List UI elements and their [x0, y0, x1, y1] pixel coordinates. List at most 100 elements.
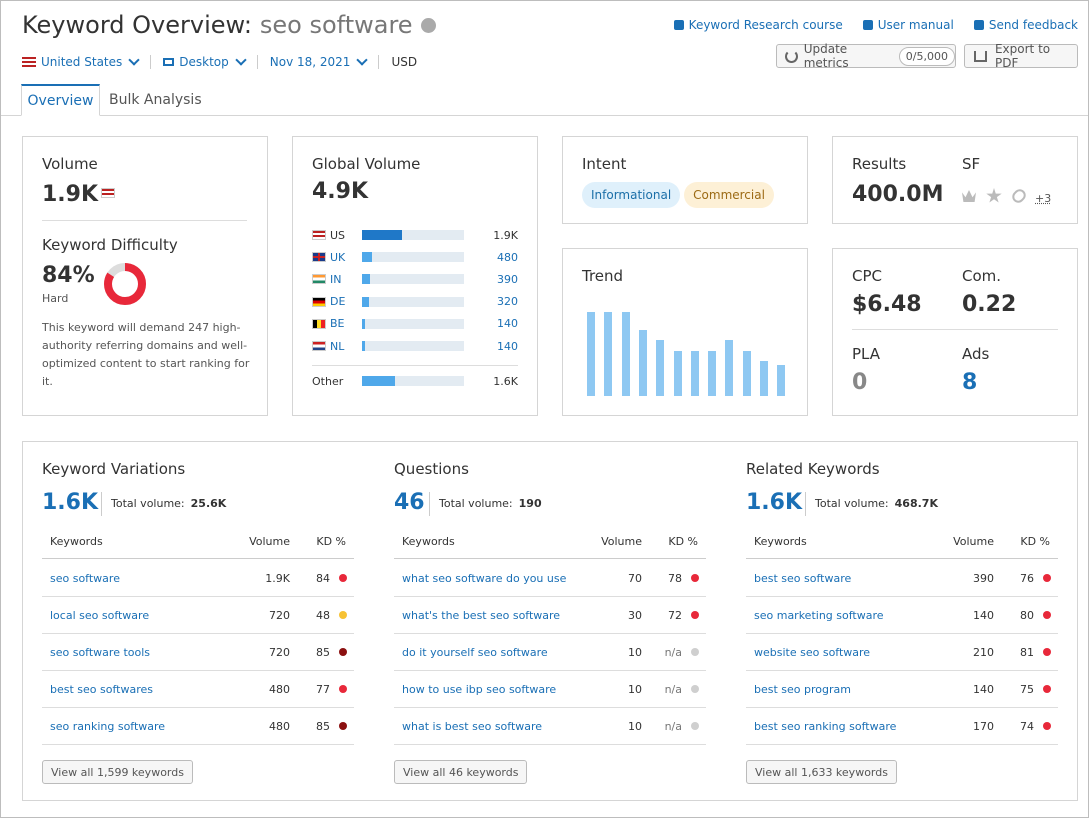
keyword-link[interactable]: do it yourself seo software: [402, 645, 548, 659]
chevron: [356, 54, 369, 66]
keyword-kd: 48: [316, 608, 330, 622]
add-icon[interactable]: [420, 17, 436, 33]
tabs-divider: [1, 115, 1088, 116]
column-header: Volume: [249, 534, 290, 548]
divider: [746, 669, 1058, 671]
trend-bar: [742, 350, 751, 396]
section-title: Keyword Variations: [42, 459, 186, 478]
country-code: US: [330, 228, 346, 242]
country-code: Other: [312, 374, 344, 388]
keyword-link[interactable]: local seo software: [50, 608, 150, 622]
filter-text: Desktop: [179, 55, 229, 69]
filter: USD: [379, 55, 429, 69]
divider: [746, 743, 1058, 745]
total-volume: Total volume: 468.7K: [815, 498, 938, 509]
button-text: Export to PDF: [994, 42, 1051, 70]
divider: [852, 329, 1058, 330]
volume-bar: [362, 296, 369, 307]
keyword-link[interactable]: what seo software do you use: [402, 571, 567, 585]
keyword-link[interactable]: what's the best seo software: [402, 608, 561, 622]
kd-dot: [1043, 722, 1051, 730]
chevron: [235, 54, 247, 66]
kd-dot: [691, 722, 699, 730]
sf-more[interactable]: +3: [1035, 191, 1052, 205]
header-link[interactable]: Send feedback: [973, 18, 1078, 32]
view-all-button[interactable]: View all 46 keywords: [394, 760, 528, 784]
filter[interactable]: Desktop: [151, 54, 258, 69]
quota-badge: 0/5,000: [898, 46, 955, 66]
keyword-link[interactable]: seo ranking software: [50, 719, 166, 733]
keyword-link[interactable]: best seo software: [754, 571, 852, 585]
difficulty-level: Hard: [42, 291, 69, 305]
total-value: 25.6K: [190, 497, 227, 510]
keyword-link[interactable]: best seo program: [754, 682, 851, 696]
flag-icon: [312, 252, 326, 263]
keyword-link[interactable]: website seo software: [754, 645, 871, 659]
card-label: Com.: [962, 266, 1002, 285]
keyword-volume: 70: [628, 571, 642, 585]
trend-bar: [725, 339, 734, 396]
header-links: Keyword Research course User manual Send f…: [673, 18, 1078, 32]
difficulty-value: 84%: [42, 263, 95, 288]
card-label: Keyword Difficulty: [42, 235, 178, 254]
volume-value: 1.9K: [42, 182, 99, 207]
update-metrics-button[interactable]: Update metrics 0/5,000: [776, 42, 956, 70]
keyword-link[interactable]: seo marketing software: [754, 608, 884, 622]
kd-dot: [691, 574, 699, 582]
trend-bar: [708, 350, 717, 396]
export-pdf-button[interactable]: Export to PDF: [964, 42, 1078, 70]
filter[interactable]: United States: [22, 54, 152, 69]
bar-track: [362, 230, 464, 240]
column-header: Keywords: [50, 534, 103, 548]
keyword-link[interactable]: seo software: [50, 571, 120, 585]
total-volume: Total volume: 25.6K: [111, 498, 226, 509]
tab-overview[interactable]: Overview: [21, 84, 100, 116]
divider: [805, 492, 806, 516]
filter[interactable]: Nov 18, 2021: [258, 54, 380, 69]
trend-bar: [690, 350, 699, 396]
filters: United States Desktop Nov 18, 2021 USD: [22, 54, 429, 69]
kd-dot: [339, 574, 347, 582]
kd-dot: [1043, 685, 1051, 693]
view-all-button[interactable]: View all 1,633 keywords: [746, 760, 897, 784]
trend-bar: [604, 312, 613, 396]
divider: [394, 595, 706, 597]
divider: [429, 492, 430, 516]
keyword-volume: 720: [269, 608, 290, 622]
view-all-button[interactable]: View all 1,599 keywords: [42, 760, 193, 784]
keyword-link[interactable]: best seo softwares: [50, 682, 153, 696]
kd-dot: [1043, 611, 1051, 619]
link-icon: [673, 20, 684, 30]
page-title: Keyword Overview:: [22, 11, 252, 39]
country-code: UK: [330, 250, 346, 264]
divider: [746, 595, 1058, 597]
kd-dot: [339, 685, 347, 693]
flag-icon: [312, 341, 326, 351]
kd-dot: [1043, 574, 1051, 582]
bar-track: [362, 376, 464, 386]
flag-icon: [312, 296, 326, 307]
keyword-kd: n/a: [664, 682, 682, 696]
country-volume: 320: [497, 295, 518, 309]
divider: [394, 558, 706, 559]
flag-icon: [101, 188, 115, 198]
country-code: DE: [330, 295, 346, 309]
keyword-link[interactable]: best seo ranking software: [754, 719, 897, 733]
keyword-link[interactable]: what is best seo software: [402, 719, 543, 733]
button-text: Update metrics: [803, 42, 849, 70]
keyword-link[interactable]: seo software tools: [50, 645, 151, 659]
keyword-volume: 140: [973, 682, 994, 696]
header-link[interactable]: User manual: [862, 18, 954, 32]
intent-tags: Informational Commercial: [582, 182, 774, 208]
volume-bar: [362, 341, 365, 351]
card: [22, 136, 268, 416]
tab-bulk-analysis[interactable]: Bulk Analysis: [109, 92, 202, 108]
keyword-volume: 210: [973, 645, 994, 659]
trend-bar: [638, 329, 647, 396]
section-title: Questions: [394, 459, 469, 478]
link-icon: [862, 20, 873, 30]
flag-icon: [312, 274, 326, 285]
header-link[interactable]: Keyword Research course: [673, 18, 843, 32]
keyword-link[interactable]: how to use ibp seo software: [402, 682, 557, 696]
column-header: KD %: [1020, 534, 1050, 548]
